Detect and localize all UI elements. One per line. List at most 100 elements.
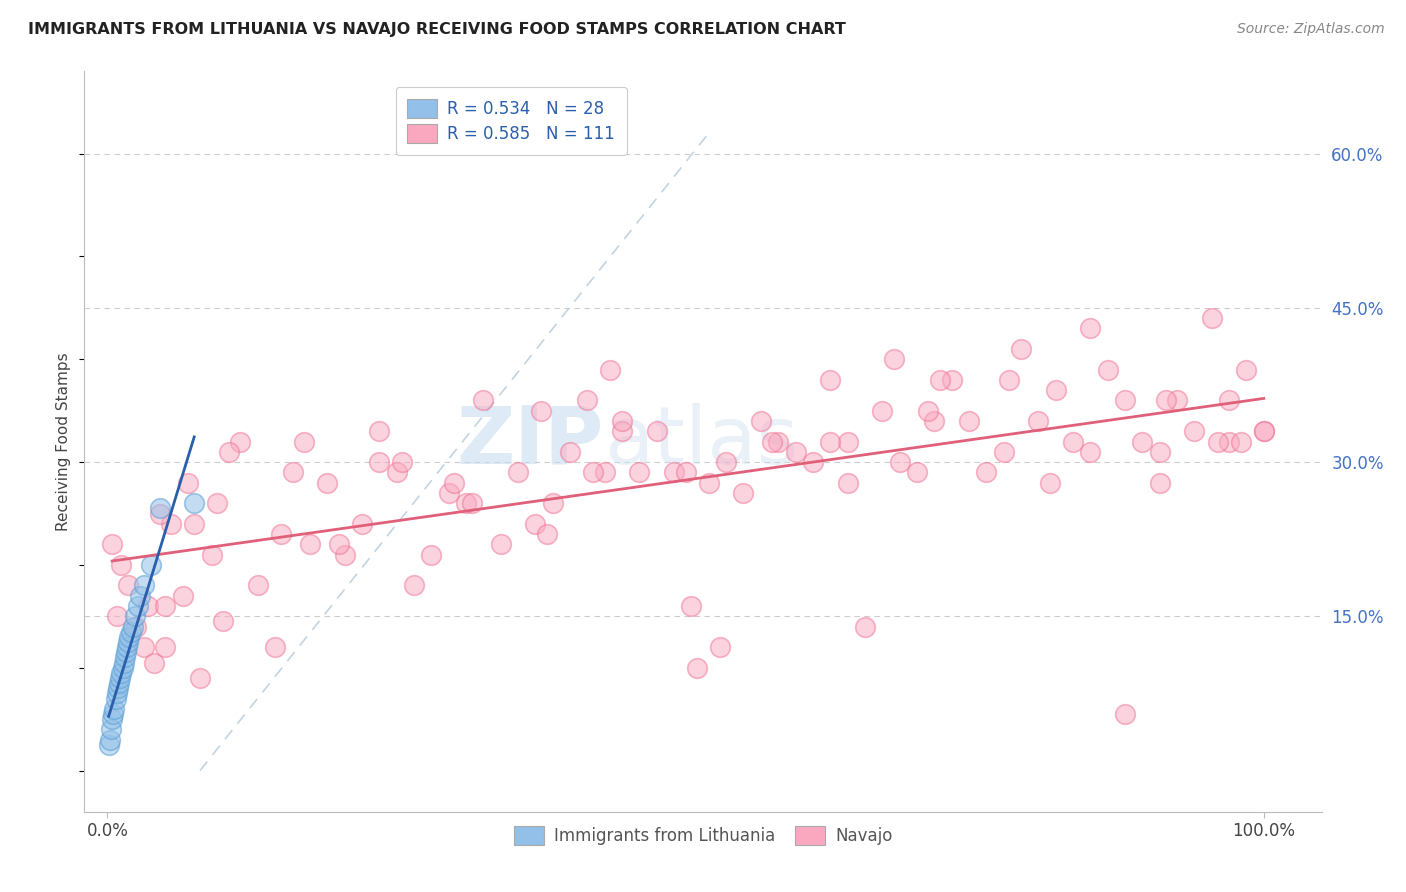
Point [1184, 424, 1206, 438]
Point [681, 599, 703, 613]
Point [558, 445, 581, 459]
Point [1039, 475, 1062, 490]
Point [112, 656, 135, 670]
Point [117, 578, 139, 592]
Point [530, 403, 553, 417]
Point [141, 558, 163, 572]
Point [328, 537, 350, 551]
Point [229, 434, 252, 449]
Point [136, 599, 159, 613]
Text: atlas: atlas [605, 402, 799, 481]
Legend: Immigrants from Lithuania, Navajo: Immigrants from Lithuania, Navajo [508, 819, 898, 852]
Point [593, 466, 616, 480]
Point [1253, 424, 1275, 438]
Point [124, 609, 146, 624]
Point [117, 635, 139, 649]
Point [200, 548, 222, 562]
Point [368, 455, 391, 469]
Point [148, 507, 170, 521]
Point [1218, 434, 1240, 449]
Point [100, 723, 122, 737]
Point [110, 665, 132, 680]
Point [402, 578, 425, 592]
Point [536, 527, 558, 541]
Point [998, 373, 1021, 387]
Point [105, 609, 128, 624]
Point [905, 466, 928, 480]
Point [1097, 362, 1119, 376]
Point [148, 501, 170, 516]
Point [697, 475, 720, 490]
Point [134, 578, 156, 592]
Point [993, 445, 1015, 459]
Point [714, 455, 737, 469]
Point [749, 414, 772, 428]
Point [917, 403, 939, 417]
Point [103, 702, 125, 716]
Point [115, 640, 138, 655]
Point [709, 640, 731, 655]
Point [801, 455, 824, 469]
Point [662, 466, 685, 480]
Point [160, 516, 183, 531]
Point [870, 403, 893, 417]
Point [212, 615, 235, 629]
Point [576, 393, 599, 408]
Point [437, 486, 460, 500]
Point [385, 466, 408, 480]
Point [1080, 321, 1102, 335]
Point [1166, 393, 1188, 408]
Point [1045, 383, 1067, 397]
Point [1132, 434, 1154, 449]
Point [108, 671, 131, 685]
Point [1149, 445, 1171, 459]
Point [974, 466, 997, 480]
Point [506, 466, 529, 480]
Point [281, 466, 304, 480]
Point [101, 712, 124, 726]
Point [115, 645, 138, 659]
Point [368, 424, 391, 438]
Point [1206, 434, 1229, 449]
Point [127, 599, 149, 613]
Point [122, 620, 145, 634]
Point [1114, 393, 1136, 408]
Point [541, 496, 564, 510]
Point [818, 373, 841, 387]
Point [443, 475, 465, 490]
Point [922, 414, 945, 428]
Point [489, 537, 512, 551]
Point [142, 656, 165, 670]
Point [298, 537, 321, 551]
Point [108, 676, 131, 690]
Point [246, 578, 269, 592]
Point [316, 475, 339, 490]
Point [183, 516, 205, 531]
Point [853, 620, 876, 634]
Point [104, 691, 127, 706]
Point [1218, 393, 1240, 408]
Point [111, 661, 134, 675]
Point [1062, 434, 1084, 449]
Point [733, 486, 755, 500]
Point [207, 496, 229, 510]
Point [454, 496, 477, 510]
Point [524, 516, 547, 531]
Text: Source: ZipAtlas.com: Source: ZipAtlas.com [1237, 22, 1385, 37]
Point [110, 558, 132, 572]
Point [599, 362, 621, 376]
Point [292, 434, 315, 449]
Point [1236, 362, 1258, 376]
Point [761, 434, 783, 449]
Point [1028, 414, 1050, 428]
Point [610, 424, 633, 438]
Point [218, 445, 240, 459]
Point [818, 434, 841, 449]
Point [1201, 311, 1223, 326]
Point [766, 434, 789, 449]
Point [107, 681, 129, 696]
Point [610, 414, 633, 428]
Text: IMMIGRANTS FROM LITHUANIA VS NAVAJO RECEIVING FOOD STAMPS CORRELATION CHART: IMMIGRANTS FROM LITHUANIA VS NAVAJO RECE… [28, 22, 846, 37]
Point [264, 640, 287, 655]
Point [172, 589, 194, 603]
